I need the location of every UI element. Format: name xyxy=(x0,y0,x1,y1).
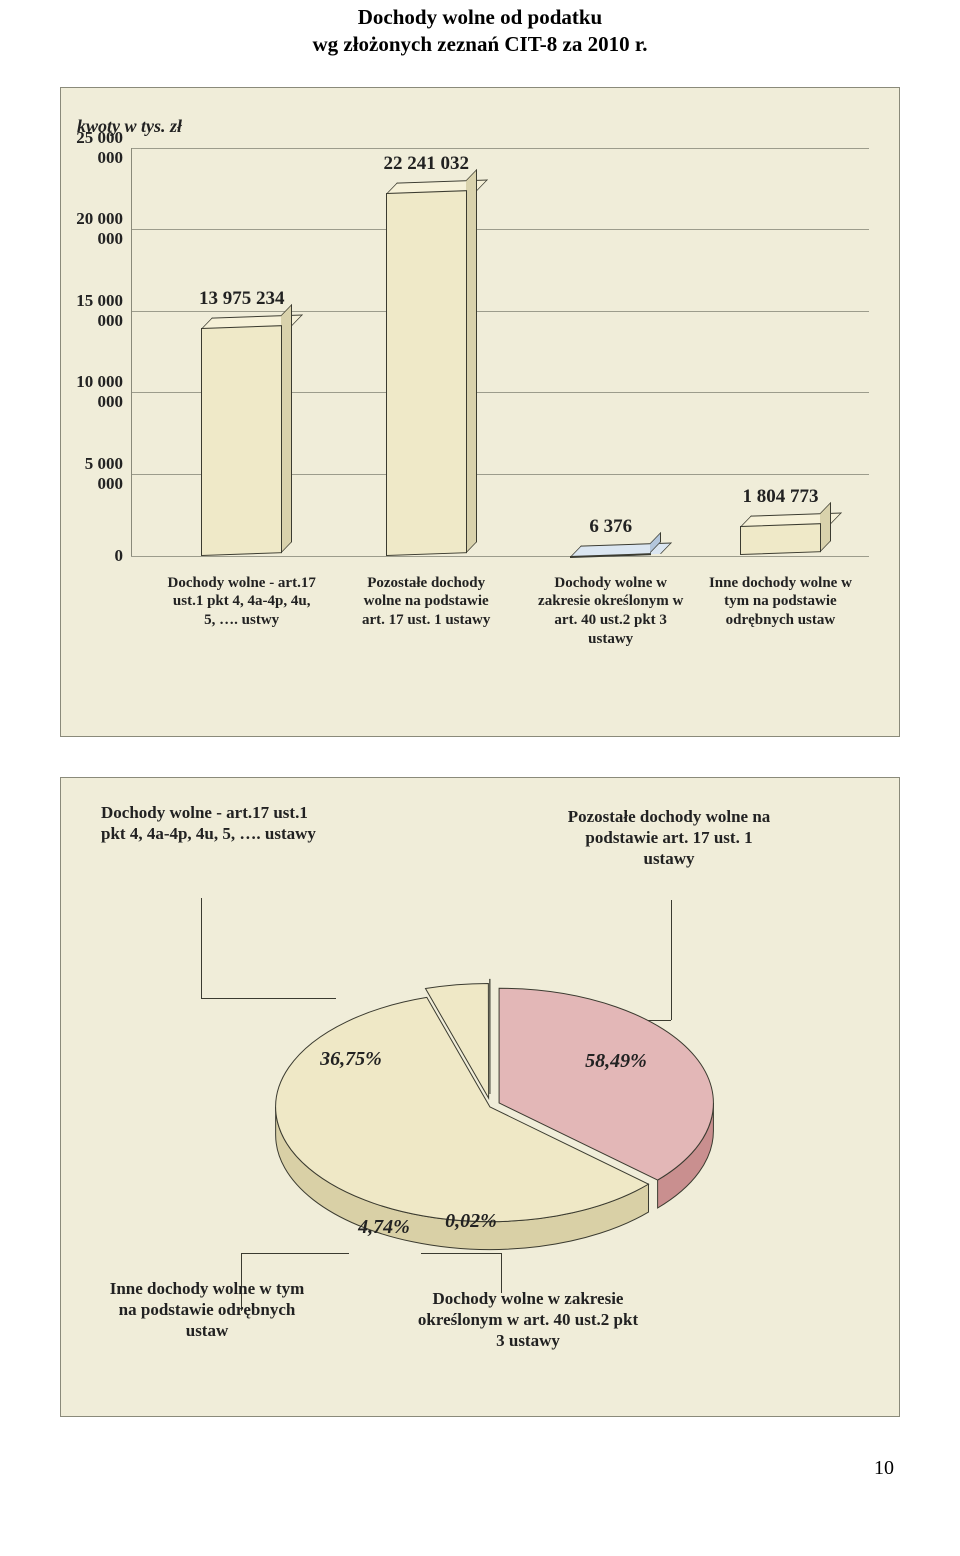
x-tick-label: Dochody wolne w zakresie określonym w ar… xyxy=(536,574,686,649)
pie-chart-panel: Dochody wolne - art.17 ust.1 pkt 4, 4a-4… xyxy=(60,777,900,1417)
pie-pct-3: 4,74% xyxy=(358,1216,410,1239)
x-axis-labels: Dochody wolne - art.17 ust.1 pkt 4, 4a-4… xyxy=(131,574,869,724)
y-tick-label: 0 xyxy=(59,546,123,566)
bar-value-label: 13 975 234 xyxy=(199,288,285,310)
bar-value-label: 6 376 xyxy=(589,516,632,538)
bar xyxy=(201,325,282,556)
pie-pct-2: 58,49% xyxy=(585,1050,647,1073)
bar-value-label: 1 804 773 xyxy=(742,486,818,508)
x-tick-label: Dochody wolne - art.17 ust.1 pkt 4, 4a-4… xyxy=(167,574,317,630)
bar xyxy=(386,190,467,556)
pie-callout-3: Inne dochody wolne w tym na podstawie od… xyxy=(107,1278,307,1342)
pie-pct-1: 36,75% xyxy=(320,1048,382,1071)
title-line-1: Dochody wolne od podatku xyxy=(358,5,602,29)
y-tick-label: 20 000 000 xyxy=(59,209,123,249)
gridline xyxy=(131,556,869,557)
chart-title: Dochody wolne od podatku wg złożonych ze… xyxy=(60,4,900,59)
y-tick-label: 25 000 000 xyxy=(59,128,123,168)
page-number: 10 xyxy=(60,1457,900,1480)
bar xyxy=(570,553,651,556)
x-tick-label: Pozostałe dochody wolne na podstawie art… xyxy=(351,574,501,630)
y-tick-label: 10 000 000 xyxy=(59,372,123,412)
y-tick-label: 15 000 000 xyxy=(59,291,123,331)
bar-chart-panel: kwoty w tys. zł 05 000 00010 000 00015 0… xyxy=(60,87,900,737)
x-tick-label: Inne dochody wolne w tym na podstawie od… xyxy=(705,574,855,630)
title-line-2: wg złożonych zeznań CIT-8 za 2010 r. xyxy=(312,32,647,56)
bar xyxy=(740,523,821,555)
bar-value-label: 22 241 032 xyxy=(383,153,469,175)
y-tick-label: 5 000 000 xyxy=(59,454,123,494)
bar-chart-plot: 05 000 00010 000 00015 000 00020 000 000… xyxy=(131,148,869,556)
pie-pct-4: 0,02% xyxy=(445,1210,497,1233)
pie-callout-4: Dochody wolne w zakresie określonym w ar… xyxy=(413,1288,643,1352)
